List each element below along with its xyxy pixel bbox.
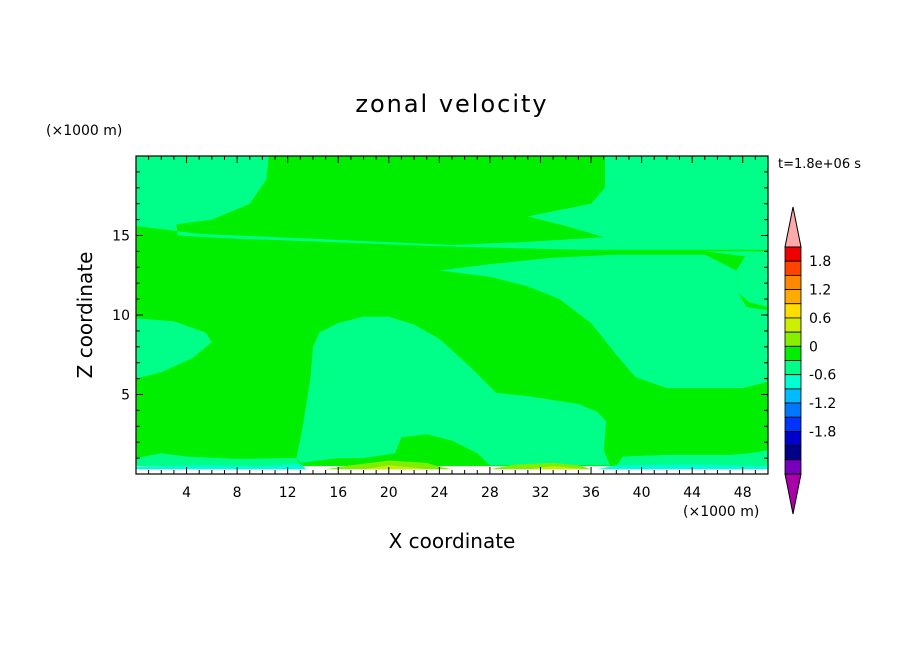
y-unit-label: (×1000 m)	[46, 123, 122, 139]
chart-title: zonal velocity	[355, 90, 548, 118]
x-tick-label: 8	[233, 485, 242, 501]
colorbar-box	[784, 402, 802, 418]
x-tick-label: 44	[683, 485, 701, 501]
colorbar-box	[784, 459, 802, 475]
colorbar-label: 1.8	[809, 254, 831, 270]
colorbar-box	[784, 388, 802, 404]
y-tick-label: 5	[121, 388, 130, 404]
colorbar-label: -0.6	[809, 368, 836, 384]
colorbar-box	[784, 416, 802, 432]
colorbar-label: 0.6	[809, 311, 831, 327]
colorbar-top-arrow	[784, 206, 802, 248]
contour-fills	[136, 156, 768, 470]
colorbar-label: 0	[809, 339, 818, 355]
contour-region-5	[296, 316, 610, 466]
x-axis-ticks: 4 8 12 16 20 24 28 32 36 40 44 48	[148, 156, 756, 501]
contour-region-3	[439, 254, 768, 389]
x-tick-label: 20	[380, 485, 398, 501]
colorbar-box	[784, 445, 802, 461]
contour-region-12	[363, 465, 427, 470]
x-tick-label: 24	[430, 485, 448, 501]
x-tick-label: 32	[532, 485, 550, 501]
colorbar-label: -1.2	[809, 396, 836, 412]
x-axis-label: X coordinate	[389, 529, 516, 553]
contour-region-8	[136, 463, 307, 470]
colorbar-label: -1.8	[809, 424, 836, 440]
contour-region-10	[325, 460, 452, 470]
x-tick-label: 12	[279, 485, 297, 501]
y-tick-label: 10	[112, 308, 130, 324]
colorbar-box	[784, 260, 802, 276]
y-axis-label: Z coordinate	[73, 252, 97, 379]
colorbar-box	[784, 431, 802, 447]
x-unit-label: (×1000 m)	[683, 504, 759, 520]
x-tick-label: 4	[182, 485, 191, 501]
time-label: t=1.8e+06 s	[778, 157, 861, 172]
colorbar-box	[784, 345, 802, 361]
contour-region-7	[616, 450, 768, 467]
colorbar-box	[784, 303, 802, 319]
colorbar-box	[784, 246, 802, 262]
y-tick-label: 15	[112, 229, 130, 245]
colorbar-box	[784, 274, 802, 290]
colorbar-box	[784, 374, 802, 390]
contour-region-9	[597, 464, 768, 470]
x-tick-label: 16	[329, 485, 347, 501]
x-tick-label: 40	[633, 485, 651, 501]
x-tick-label: 48	[734, 485, 752, 501]
contour-region-4	[136, 318, 212, 379]
x-tick-label: 36	[582, 485, 600, 501]
colorbar-box	[784, 331, 802, 347]
contour-region-13	[527, 466, 585, 470]
colorbar-box	[784, 360, 802, 376]
y-axis-ticks: 5 10 15	[112, 171, 768, 459]
colorbar: 1.8 1.2 0.6 0 -0.6 -1.2 -1.8	[784, 206, 836, 515]
contour-region-1	[136, 156, 768, 250]
colorbar-box	[784, 289, 802, 305]
contour-region-6	[136, 453, 301, 467]
colorbar-label: 1.2	[809, 283, 831, 299]
colorbar-bottom-arrow	[784, 473, 802, 515]
x-tick-label: 28	[481, 485, 499, 501]
colorbar-box	[784, 317, 802, 333]
